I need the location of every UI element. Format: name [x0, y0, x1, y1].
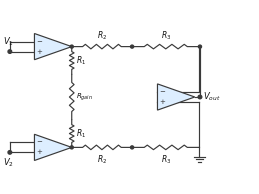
- Circle shape: [198, 45, 202, 48]
- Circle shape: [8, 50, 12, 53]
- Text: $R_{\mathregular{gain}}$: $R_{\mathregular{gain}}$: [76, 91, 93, 103]
- Text: +: +: [36, 48, 42, 55]
- Text: −: −: [36, 139, 42, 146]
- Text: −: −: [36, 39, 42, 45]
- Text: +: +: [36, 149, 42, 155]
- Text: −: −: [159, 89, 165, 95]
- Text: $R_2$: $R_2$: [97, 29, 107, 42]
- Text: $R_1$: $R_1$: [76, 127, 86, 140]
- Text: +: +: [159, 99, 165, 105]
- Circle shape: [70, 146, 73, 149]
- Circle shape: [131, 146, 134, 149]
- Polygon shape: [157, 84, 195, 110]
- Text: $R_2$: $R_2$: [97, 154, 107, 166]
- Text: $V_2$: $V_2$: [3, 156, 14, 169]
- Text: $R_3$: $R_3$: [161, 154, 171, 166]
- Text: $R_1$: $R_1$: [76, 54, 86, 67]
- Text: $V_1$: $V_1$: [3, 35, 14, 48]
- Text: $V_{\mathregular{out}}$: $V_{\mathregular{out}}$: [203, 91, 221, 103]
- Circle shape: [198, 95, 202, 99]
- Circle shape: [131, 45, 134, 48]
- Polygon shape: [34, 134, 72, 160]
- Circle shape: [70, 45, 73, 48]
- Circle shape: [8, 151, 12, 154]
- Polygon shape: [34, 34, 72, 60]
- Text: $R_3$: $R_3$: [161, 29, 171, 42]
